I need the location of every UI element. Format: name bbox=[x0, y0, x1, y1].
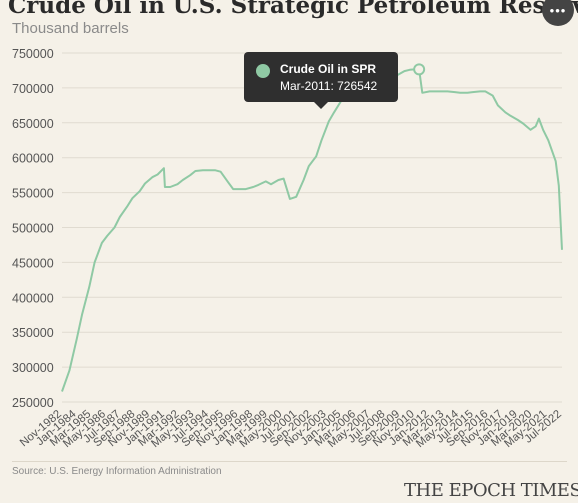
y-tick-label: 400000 bbox=[12, 291, 54, 305]
series-layer bbox=[61, 63, 563, 392]
series-color-icon bbox=[256, 64, 270, 78]
tooltip-value: Mar-2011: 726542 bbox=[280, 79, 378, 93]
y-tick-label: 600000 bbox=[12, 152, 54, 166]
divider bbox=[12, 461, 567, 462]
y-tick-label: 550000 bbox=[12, 187, 54, 201]
data-tooltip: Crude Oil in SPR Mar-2011: 726542 bbox=[244, 52, 398, 109]
chart-title: Crude Oil in U.S. Strategic Petroleum Re… bbox=[8, 0, 578, 19]
y-tick-label: 300000 bbox=[12, 361, 54, 375]
y-tick-label: 750000 bbox=[12, 47, 54, 61]
y-tick-label: 350000 bbox=[12, 326, 54, 340]
tooltip-series-name: Crude Oil in SPR bbox=[280, 62, 377, 76]
publisher-logo: THE EPOCH TIMES bbox=[404, 480, 578, 501]
y-tick-label: 650000 bbox=[12, 117, 54, 131]
source-note: Source: U.S. Energy Information Administ… bbox=[12, 466, 222, 477]
y-tick-label: 500000 bbox=[12, 222, 54, 236]
y-tick-label: 700000 bbox=[12, 82, 54, 96]
highlight-point bbox=[413, 63, 426, 76]
more-dots-icon[interactable]: ••• bbox=[542, 0, 574, 26]
grid-layer bbox=[62, 52, 562, 403]
series-line bbox=[61, 68, 563, 392]
chart-subtitle: Thousand barrels bbox=[12, 20, 129, 37]
y-axis: 250000 300000 350000 400000 450000 500000 5500… bbox=[12, 47, 54, 410]
y-tick-label: 450000 bbox=[12, 256, 54, 270]
x-axis: Nov-1982Jan-1984Mar-1985May-1986Jul-1987… bbox=[18, 408, 564, 450]
y-tick-label: 250000 bbox=[12, 396, 54, 410]
